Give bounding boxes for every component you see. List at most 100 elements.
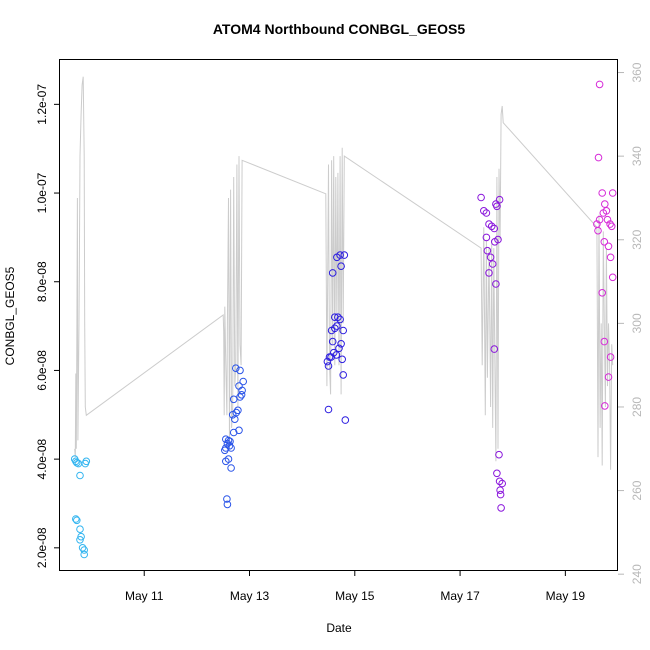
data-point-s5-19 (600, 337, 609, 346)
y2-tick-label-6: 340 (630, 146, 644, 166)
data-point-s1-2 (72, 457, 80, 466)
data-point-s4-1 (477, 193, 485, 202)
data-point-s4-12 (486, 253, 495, 262)
data-point-s2-16 (232, 408, 241, 417)
data-point-s1-8 (72, 515, 80, 523)
y2-tick-label-2: 260 (630, 480, 644, 500)
x-tick-label-3: May 15 (335, 589, 375, 603)
y2-tick-label-4: 300 (630, 313, 644, 333)
data-point-s1-6 (81, 459, 90, 468)
data-point-s5-12 (607, 222, 616, 231)
data-point-s2-27 (223, 500, 232, 509)
data-point-s5-22 (601, 402, 609, 410)
data-point-s3-6 (335, 344, 343, 353)
data-point-s4-5 (487, 222, 496, 231)
data-point-s4-13 (488, 260, 497, 268)
data-point-s5-2 (594, 153, 603, 162)
data-point-s4-8 (495, 195, 504, 204)
x-tick-label-4: May 17 (440, 589, 480, 603)
data-point-s5-11 (606, 220, 614, 228)
chart-title: ATOM4 Northbound CONBGL_GEOS5 (213, 21, 465, 37)
data-point-s3-14 (334, 313, 342, 322)
series-group-1 (70, 455, 91, 559)
y2-axis-right: 240 260 280 300 320 340 360 (618, 62, 644, 584)
y-tick-label-5: 1.0e-07 (35, 172, 49, 213)
data-point-s5-10 (602, 207, 611, 215)
data-point-s5-15 (604, 242, 613, 251)
data-point-s2-25 (236, 366, 244, 375)
y2-tick-label-3: 280 (630, 397, 644, 417)
x-tick-label-1: May 11 (125, 589, 164, 603)
data-point-s4-19 (495, 450, 503, 459)
data-point-s5-6 (603, 215, 612, 224)
x-tick-label-2: May 13 (230, 589, 270, 603)
x-tick-label-5: May 19 (546, 589, 586, 603)
data-point-s4-14 (485, 269, 493, 277)
data-point-s2-10 (222, 457, 230, 466)
data-point-s1-7 (76, 471, 84, 480)
data-point-s3-8 (328, 337, 337, 346)
data-point-s5-21 (604, 373, 613, 381)
data-point-s2-17 (234, 406, 242, 415)
data-point-s1-12 (76, 536, 84, 544)
data-point-s3-16 (337, 340, 345, 348)
series-group-2 (221, 364, 247, 509)
data-point-s4-2 (480, 207, 488, 215)
data-point-s4-23 (496, 486, 504, 495)
data-point-s5-18 (598, 289, 607, 297)
data-point-s4-3 (482, 209, 491, 217)
data-point-s2-20 (229, 395, 238, 404)
line-series-trace (74, 76, 614, 470)
data-point-s4-11 (483, 246, 492, 255)
data-point-s2-13 (235, 426, 243, 435)
points-layer (70, 80, 617, 559)
data-point-s1-11 (77, 532, 85, 541)
data-point-s5-13 (594, 226, 602, 235)
y-tick-label-1: 2.0e-08 (35, 527, 49, 568)
y2-tick-label-1: 240 (630, 564, 644, 584)
data-point-s4-6 (490, 224, 499, 233)
data-point-s5-16 (606, 253, 615, 262)
data-point-s5-14 (600, 238, 609, 246)
data-point-s5-5 (601, 200, 609, 208)
data-point-s1-10 (76, 525, 84, 534)
data-point-s2-7 (221, 446, 229, 455)
data-point-s5-17 (608, 273, 617, 282)
plot-frame (59, 59, 618, 571)
data-point-s3-22 (337, 262, 345, 271)
data-point-s2-19 (237, 391, 246, 399)
data-point-s3-24 (339, 371, 348, 379)
data-point-s5-1 (595, 80, 604, 89)
data-point-s3-13 (331, 313, 339, 322)
data-point-s4-21 (495, 477, 504, 486)
data-point-s3-21 (340, 251, 349, 259)
data-point-s4-10 (482, 233, 491, 242)
y-axis-label: CONBGL_GEOS5 (3, 266, 17, 365)
data-point-s2-2 (224, 436, 233, 445)
series-group-4 (477, 193, 507, 512)
y-tick-label-2: 4.0e-08 (35, 438, 49, 479)
data-point-s3-17 (338, 355, 347, 364)
data-point-s2-4 (223, 439, 232, 448)
data-point-s1-9 (73, 516, 81, 525)
line-layer (74, 76, 614, 470)
y-tick-label-6: 1.2e-07 (35, 84, 49, 125)
data-point-s3-25 (341, 416, 350, 424)
data-point-s3-10 (327, 326, 336, 335)
y2-tick-label-5: 320 (630, 229, 644, 249)
data-point-s4-15 (492, 280, 500, 288)
series-group-5 (593, 80, 617, 410)
data-point-s4-20 (493, 469, 501, 478)
y-axis: 2.0e-08 4.0e-08 6.0e-08 8.0e-08 1.0e-07 1.2e-… (35, 84, 60, 568)
data-point-s2-24 (232, 364, 240, 373)
data-point-s2-23 (235, 382, 243, 390)
data-point-s4-9 (492, 200, 500, 208)
series-group-3 (323, 251, 350, 424)
x-axis-label: Date (326, 621, 352, 635)
y2-tick-label-7: 360 (630, 62, 644, 82)
data-point-s1-15 (80, 550, 88, 559)
data-point-s2-11 (227, 464, 235, 472)
data-point-s2-5 (225, 442, 234, 450)
data-point-s1-3 (73, 458, 81, 467)
